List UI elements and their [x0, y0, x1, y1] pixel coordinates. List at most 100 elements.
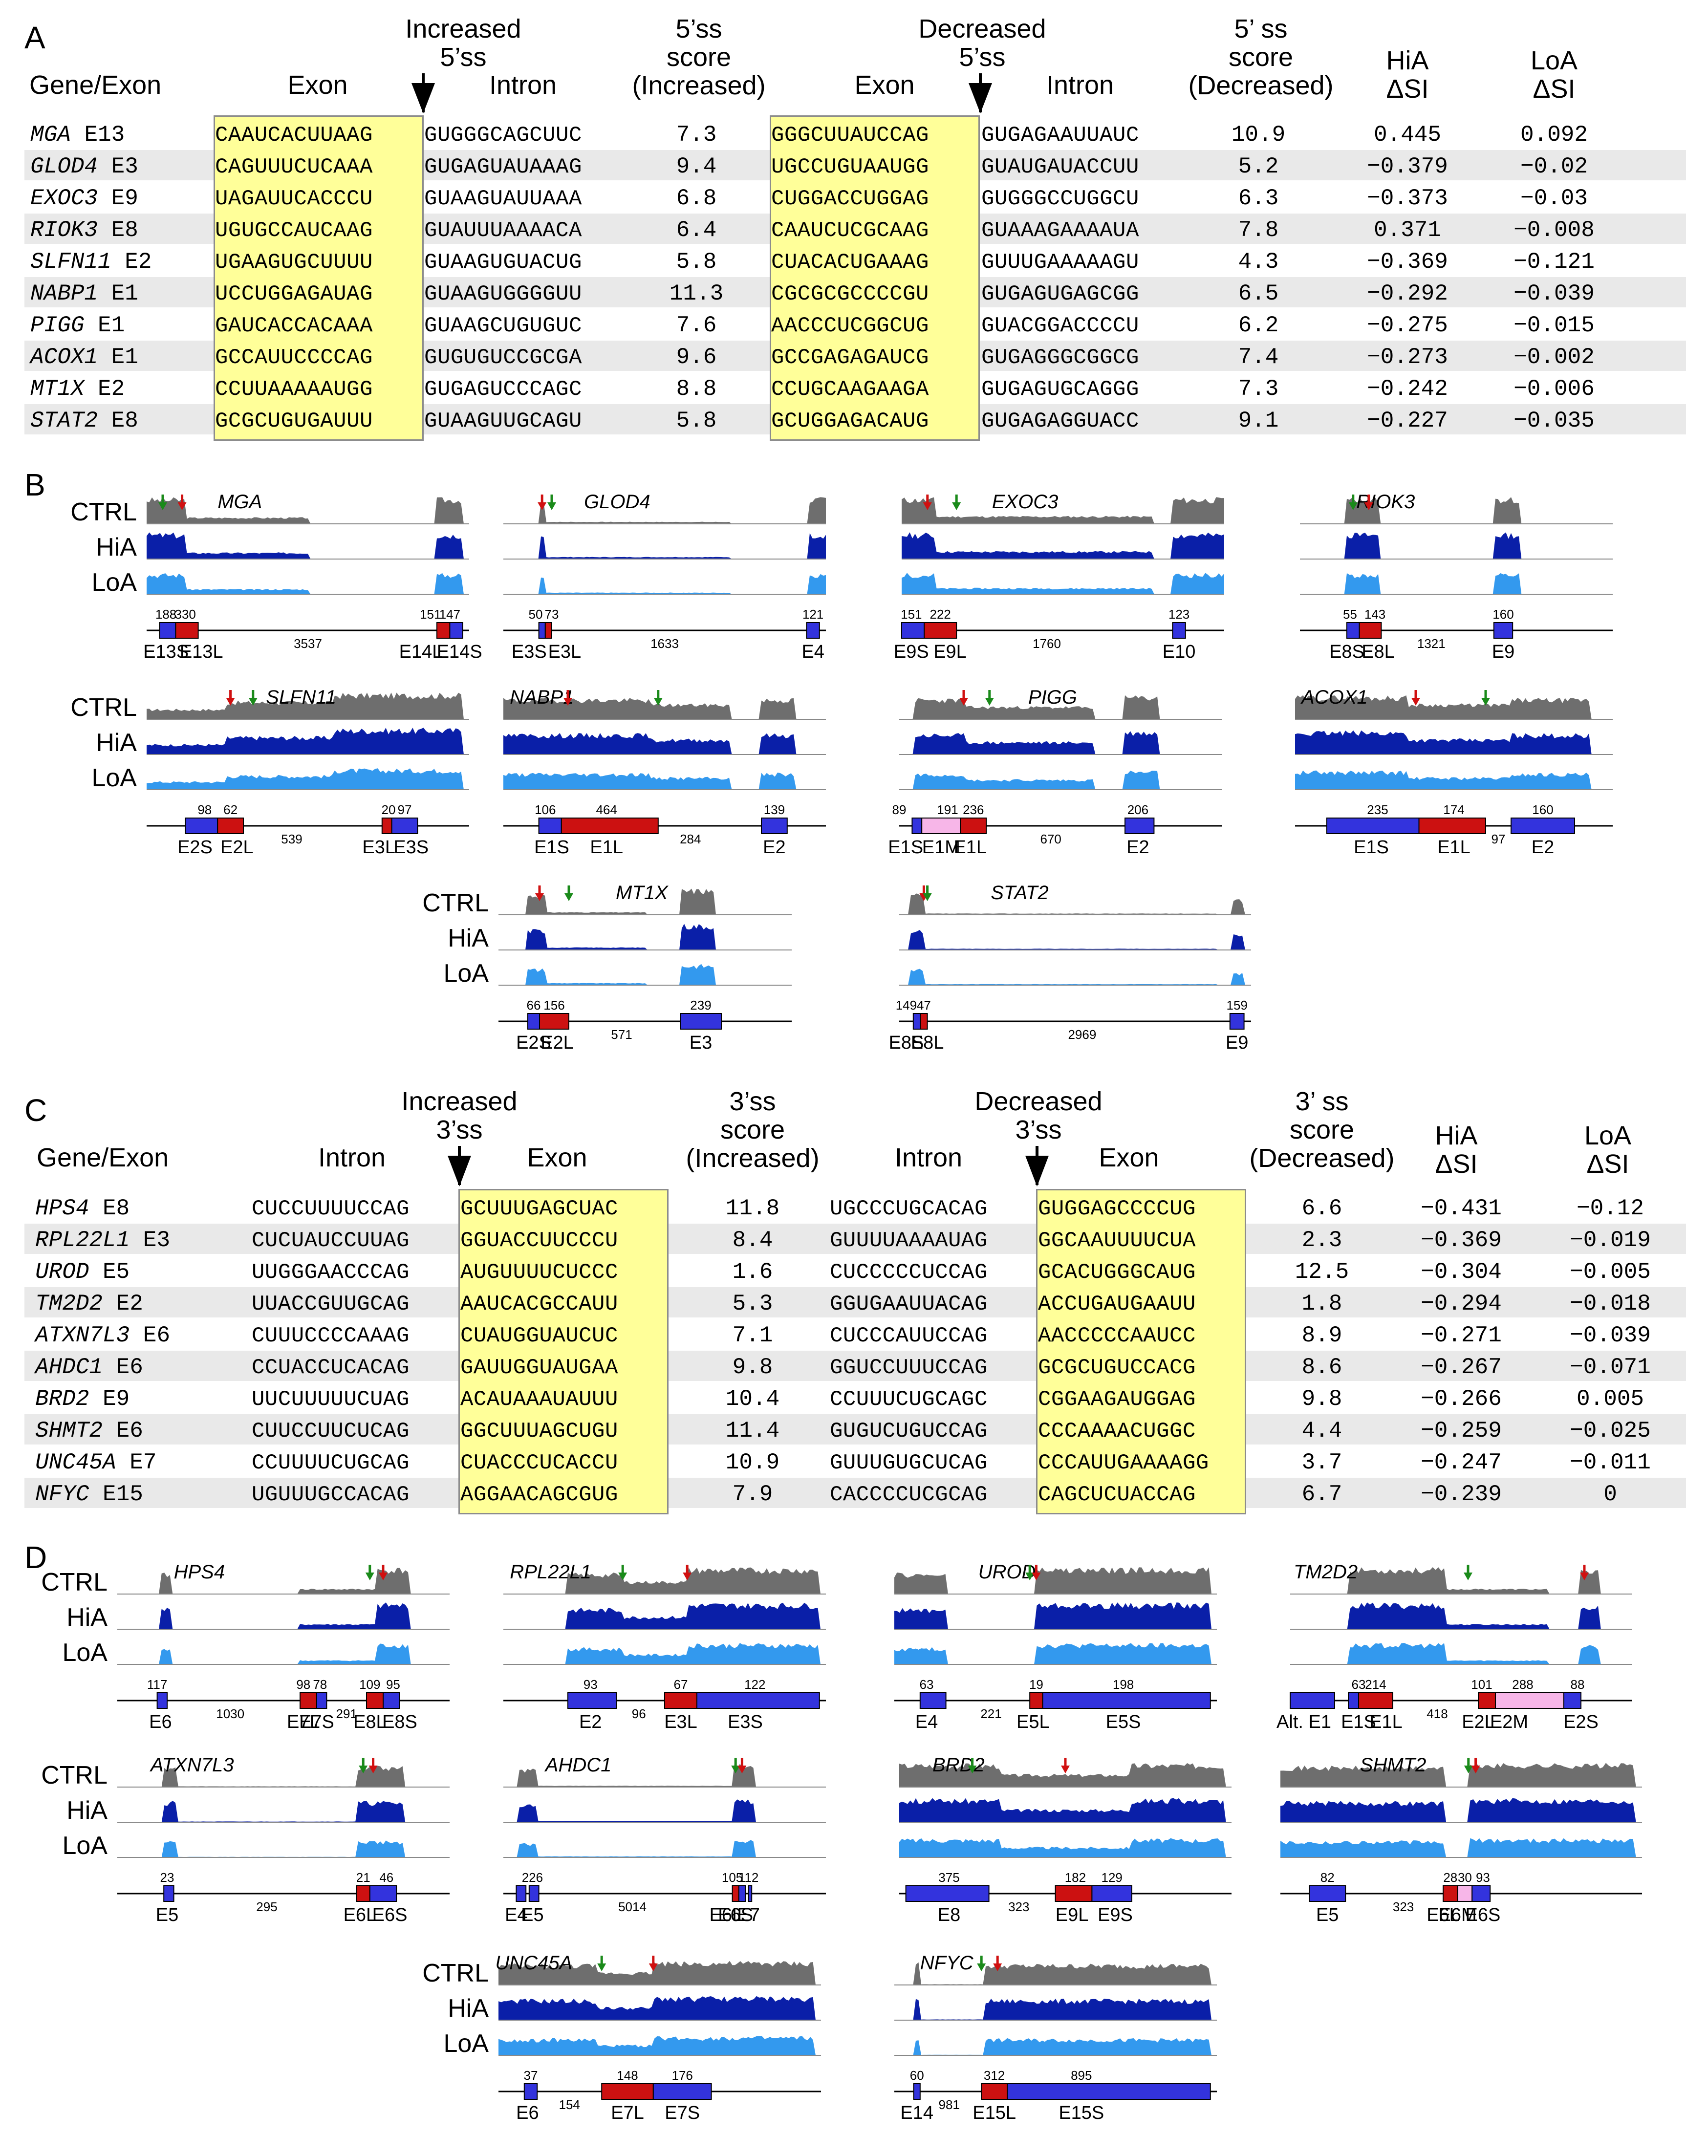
ctrl-coverage	[899, 1763, 1232, 1787]
intron-length: 5014	[618, 1899, 647, 1914]
loa-dsi: −0.005	[1570, 1259, 1651, 1285]
exon-label: E1L	[1437, 837, 1470, 858]
exon-label: E5	[521, 1905, 543, 1925]
table-row-stripe	[24, 1224, 1686, 1254]
loa-coverage	[498, 964, 792, 985]
exon-length: 188	[155, 607, 176, 622]
loa-coverage	[899, 771, 1222, 790]
exon-length: 105	[722, 1870, 743, 1885]
header-intron-c1: Intron	[318, 1143, 386, 1172]
green-arrowhead	[1025, 1573, 1035, 1580]
hia-coverage	[117, 1801, 450, 1822]
exon-box	[369, 1885, 397, 1902]
hia-coverage	[902, 532, 1224, 559]
exon-id: E8	[111, 408, 138, 433]
inc-exon-seq: GAUUGGUAUGAA	[460, 1356, 618, 1380]
exon-length: 191	[937, 802, 958, 817]
exon-length: 89	[892, 802, 907, 817]
gene-exon-cell: EXOC3 E9	[30, 186, 138, 211]
track-label-loa: LoA	[91, 568, 137, 597]
hia-dsi: −0.239	[1421, 1482, 1502, 1507]
ctrl-coverage	[117, 1568, 450, 1594]
exon-id: E1	[111, 281, 138, 306]
gene-name: UNC45A	[495, 1952, 572, 1974]
score-decreased: 8.6	[1301, 1355, 1342, 1380]
exon-id: E3	[143, 1228, 171, 1253]
intron-length: 2969	[1068, 1027, 1096, 1042]
exon-box	[905, 1885, 990, 1902]
inc-exon-seq: CUACCCUCACCU	[460, 1451, 618, 1475]
gene-track-brd2: BRD2 375 E8 182 E9L 129 E9S 323	[899, 1754, 1232, 1925]
gene-name: ATXN7L3	[35, 1323, 130, 1348]
track-label-loa: LoA	[62, 1832, 108, 1860]
score-decreased: 10.9	[1231, 122, 1286, 148]
exon-label: E15S	[1059, 2103, 1104, 2123]
loa-coverage	[503, 1840, 826, 1857]
exon-box	[217, 818, 244, 834]
exon-label: E8	[938, 1905, 960, 1925]
red-arrowhead	[649, 1963, 658, 1971]
dec-exon-seq: CGCGCGCCCCGU	[771, 282, 929, 306]
gene-name: EXOC3	[992, 491, 1059, 513]
exon-box	[1418, 818, 1486, 834]
dec-exon-seq: UGCCUGUAAUGG	[771, 155, 929, 179]
green-arrowhead	[547, 502, 556, 510]
exon-length: 176	[672, 2068, 693, 2083]
score-decreased: 8.9	[1301, 1323, 1342, 1348]
gene-exon-cell: UROD E5	[35, 1259, 130, 1285]
exon-box	[1471, 1885, 1491, 1902]
score-increased: 7.6	[676, 313, 717, 338]
red-arrowhead	[226, 698, 235, 706]
exon-length: 156	[543, 998, 564, 1013]
exon-box	[761, 818, 788, 834]
inc-exon-seq: UCCUGGAGAUAG	[215, 282, 373, 306]
exon-label: E3S	[728, 1712, 763, 1732]
dec-intron-seq: GUGGGCCUGGCU	[981, 187, 1139, 211]
exon-label: E6S	[718, 1905, 753, 1925]
score-decreased: 9.8	[1301, 1386, 1342, 1412]
loa-coverage	[117, 1643, 450, 1664]
green-arrowhead	[985, 698, 994, 706]
exon-length: 222	[930, 607, 951, 622]
dec-intron-seq: CUCCCAUUCCAG	[830, 1324, 988, 1348]
intron-length: 418	[1427, 1706, 1448, 1721]
red-arrowhead	[535, 893, 544, 901]
loa-dsi: −0.035	[1513, 408, 1595, 433]
dec-intron-seq: GUAAAGAAAAUA	[981, 218, 1139, 243]
score-increased: 5.3	[732, 1291, 773, 1316]
score-decreased: 9.1	[1238, 408, 1279, 433]
loa-coverage	[894, 2038, 1217, 2055]
green-arrowhead	[365, 1573, 374, 1580]
ctrl-coverage	[147, 692, 469, 719]
red-arrowhead	[379, 1573, 388, 1580]
gene-name: EXOC3	[30, 186, 98, 211]
gene-name: GLOD4	[584, 491, 650, 513]
exon-length: 174	[1443, 802, 1464, 817]
dec-exon-seq: CCUGCAAGAAGA	[771, 377, 929, 402]
exon-label: E3S	[512, 642, 547, 662]
score-increased: 10.9	[725, 1450, 780, 1475]
exon-box	[538, 818, 562, 834]
hia-coverage	[498, 924, 792, 950]
track-label-hia: HiA	[96, 729, 137, 757]
exon-label: E3L	[548, 642, 582, 662]
score-decreased: 6.6	[1301, 1196, 1342, 1221]
intron-length: 571	[611, 1027, 632, 1042]
dec-exon-seq: AACCCCCAAUCC	[1038, 1324, 1196, 1348]
hia-dsi: 0.371	[1373, 217, 1442, 243]
exon-label: E1S	[1354, 837, 1389, 858]
exon-box	[738, 1885, 746, 1902]
exon-length: 21	[356, 1870, 370, 1885]
score-increased: 7.1	[732, 1323, 773, 1348]
hia-dsi: −0.271	[1421, 1323, 1502, 1348]
header-increased-3ss: Increased 3’ss	[401, 1087, 518, 1144]
exon-box	[391, 818, 418, 834]
score-increased: 8.8	[676, 376, 717, 402]
exon-label: E7L	[287, 1712, 320, 1732]
gene-exon-cell: NABP1 E1	[30, 281, 138, 306]
exon-box	[316, 1692, 327, 1709]
score-decreased: 1.8	[1301, 1291, 1342, 1316]
red-arrowhead	[959, 698, 968, 706]
exon-label: E8S	[888, 1033, 924, 1053]
exon-id: E1	[111, 345, 138, 370]
